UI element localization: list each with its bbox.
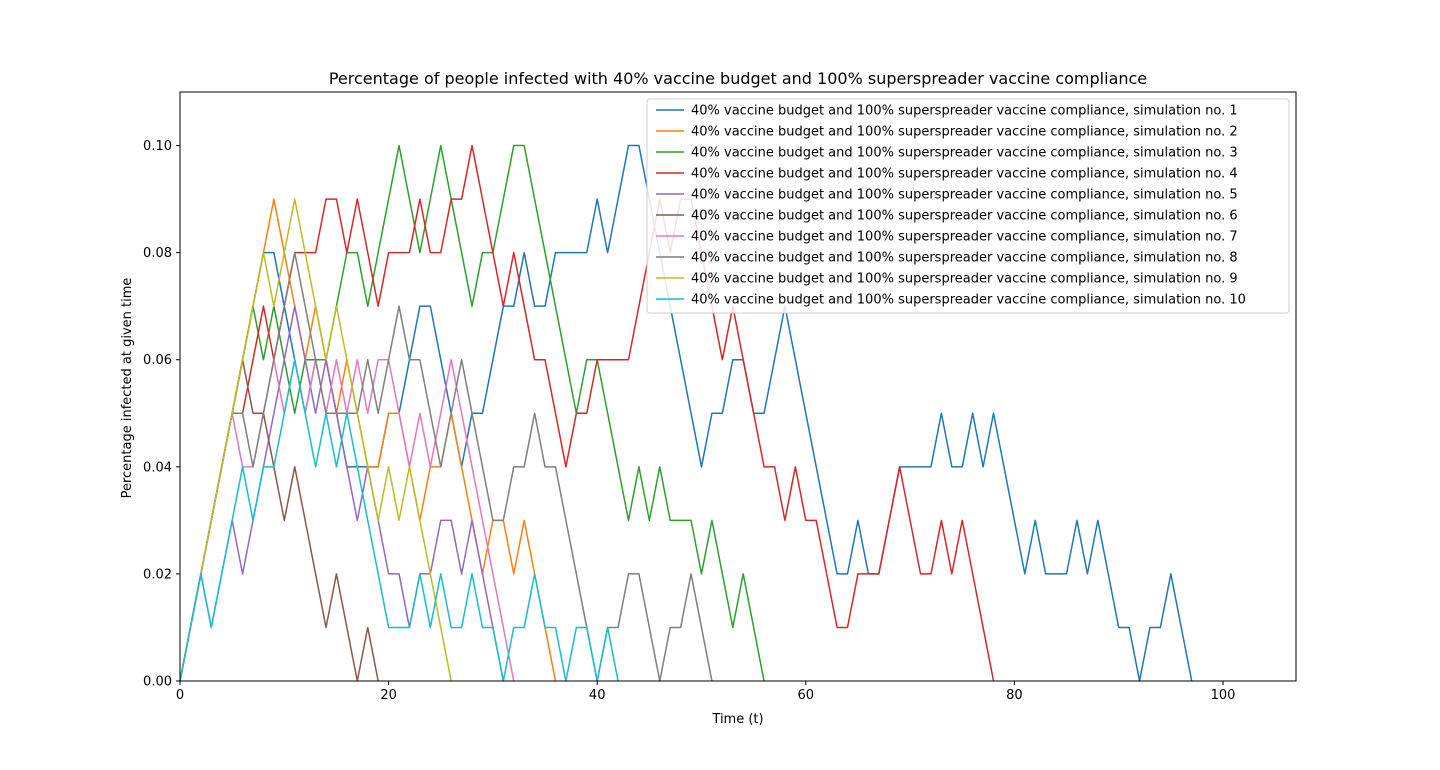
legend-label-8: 40% vaccine budget and 100% superspreade…: [691, 251, 1238, 266]
legend-label-3: 40% vaccine budget and 100% superspreade…: [691, 146, 1238, 161]
series-line-10: [179, 358, 619, 682]
series-line-1: [179, 144, 1193, 682]
x-tick-label: 0: [176, 688, 184, 703]
series-line-8: [179, 251, 713, 682]
legend-label-4: 40% vaccine budget and 100% superspreade…: [691, 167, 1238, 182]
legend-label-1: 40% vaccine budget and 100% superspreade…: [691, 104, 1238, 119]
legend-label-6: 40% vaccine budget and 100% superspreade…: [691, 209, 1238, 224]
x-axis-label: Time (t): [711, 712, 763, 727]
legend-label-9: 40% vaccine budget and 100% superspreade…: [691, 272, 1238, 287]
legend-label-7: 40% vaccine budget and 100% superspreade…: [691, 230, 1238, 245]
y-tick-label: 0.04: [143, 460, 172, 475]
legend-label-2: 40% vaccine budget and 100% superspreade…: [691, 125, 1238, 140]
y-tick-label: 0.10: [143, 139, 172, 154]
legend-label-10: 40% vaccine budget and 100% superspreade…: [691, 293, 1246, 308]
y-tick-label: 0.06: [143, 353, 172, 368]
x-tick-label: 20: [380, 688, 397, 703]
series-line-5: [179, 305, 505, 682]
x-tick-label: 100: [1211, 688, 1236, 703]
x-tick-label: 40: [589, 688, 606, 703]
plot-frame: [179, 91, 1297, 682]
legend: 40% vaccine budget and 100% superspreade…: [646, 98, 1290, 314]
series-line-3: [179, 144, 765, 682]
x-tick-label: 60: [798, 688, 815, 703]
series-layer: [179, 144, 1193, 682]
chart-title: Percentage of people infected with 40% v…: [329, 69, 1147, 88]
series-line-7: [179, 358, 515, 682]
x-tick-label: 80: [1006, 688, 1023, 703]
series-line-4: [179, 144, 995, 682]
legend-box: [646, 98, 1290, 314]
y-tick-label: 0.08: [143, 246, 172, 261]
y-axis-label: Percentage infected at given time: [120, 278, 135, 499]
legend-label-5: 40% vaccine budget and 100% superspreade…: [691, 188, 1238, 203]
y-tick-label: 0.02: [143, 567, 172, 582]
axes-layer: 0 20 40 60 80 100 0.00 0.02 0.04 0.06 0.08 0.10: [143, 91, 1297, 703]
series-line-9: [179, 198, 452, 682]
y-tick-label: 0.00: [143, 675, 172, 690]
